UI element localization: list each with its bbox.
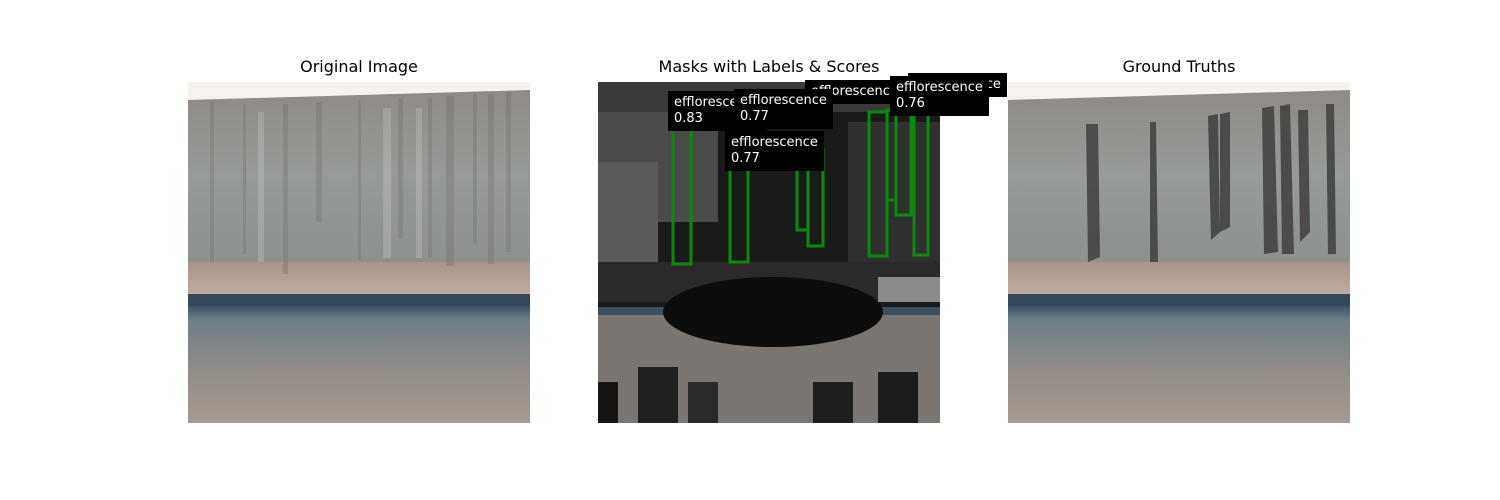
detection-label: efflorescence 0.76 [890, 76, 989, 116]
detection-label: efflorescence 0.77 [734, 89, 833, 129]
detection-label: efflorescence 0.77 [725, 131, 824, 171]
ground-truth-image [1008, 82, 1350, 423]
original-image [188, 82, 530, 423]
ground-truth-masks [1086, 104, 1336, 262]
original-image-title: Original Image [300, 57, 418, 76]
masks-panel-title: Masks with Labels & Scores [658, 57, 880, 76]
ground-truths-title: Ground Truths [1122, 57, 1236, 76]
